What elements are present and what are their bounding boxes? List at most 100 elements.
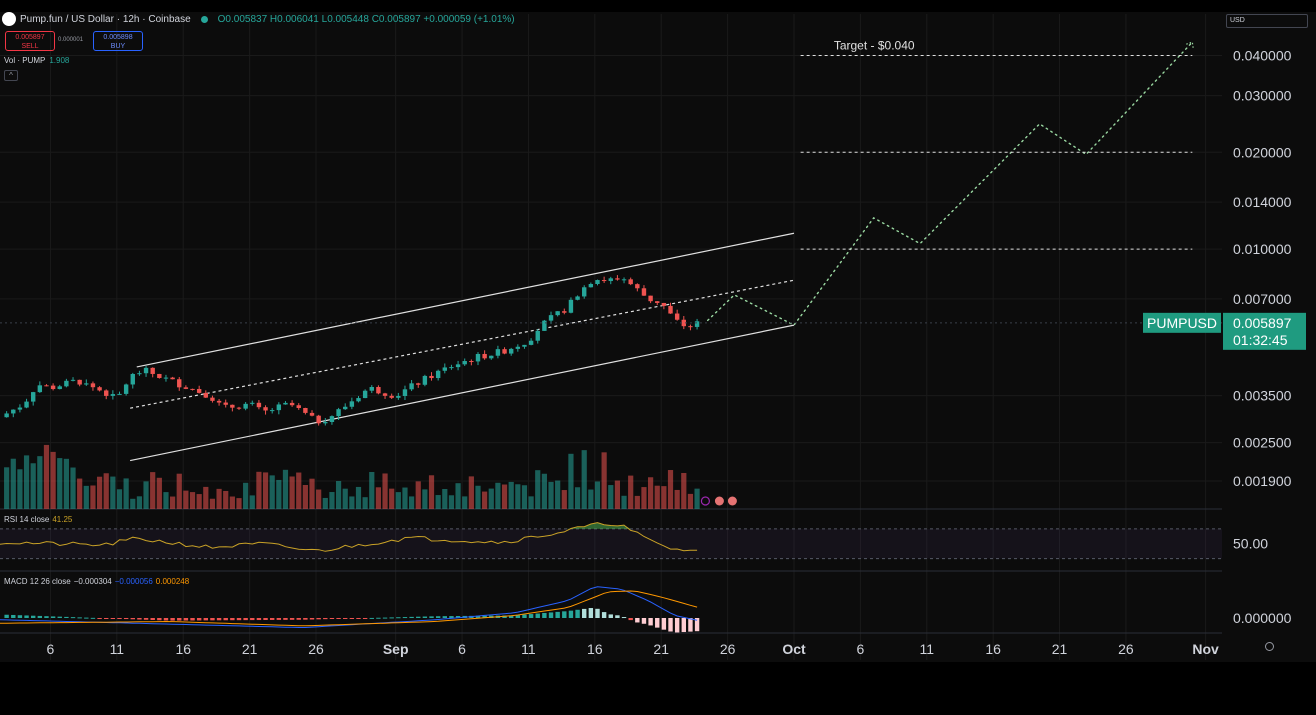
x-tick-label: 11	[521, 641, 536, 657]
candle-body	[635, 284, 640, 289]
x-tick-label: Sep	[383, 641, 409, 657]
candle-body	[621, 279, 627, 281]
candle-body	[223, 402, 228, 405]
sell-label: SELL	[21, 43, 39, 50]
candle-body	[462, 361, 467, 365]
candle-body	[482, 353, 487, 359]
candle-body	[528, 340, 534, 345]
macd-histogram-bar	[528, 614, 534, 618]
x-tick-label: 16	[175, 641, 191, 657]
macd-histogram-bar	[449, 616, 454, 618]
macd-histogram-bar	[177, 618, 182, 621]
candle-body	[694, 321, 700, 327]
macd-histogram-bar	[435, 616, 441, 618]
volume-bar	[63, 458, 69, 509]
candle-body	[130, 373, 135, 385]
macd-histogram-bar	[296, 618, 301, 620]
candle-body	[416, 383, 421, 385]
sell-button[interactable]: 0.005897 SELL	[5, 31, 55, 51]
candle-body	[117, 393, 122, 395]
candle-body	[343, 406, 348, 410]
volume-bar	[156, 477, 162, 509]
candle-body	[502, 349, 507, 354]
x-tick-label: 26	[1118, 641, 1134, 657]
volume-bar	[448, 495, 455, 509]
macd-histogram-bar	[562, 611, 567, 618]
volume-bar	[23, 455, 30, 509]
volume-bar	[694, 488, 700, 509]
volume-bar	[262, 472, 269, 509]
channel-lower-line	[130, 324, 795, 462]
macd-histogram-bar	[615, 615, 620, 618]
macd-histogram-bar	[11, 614, 16, 618]
projection-path	[707, 41, 1193, 326]
symbol-title[interactable]: Pump.fun / US Dollar · 12h · Coinbase	[20, 13, 191, 25]
high-value: H0.006041	[269, 13, 319, 25]
volume-bar	[103, 473, 109, 509]
volume-bar	[555, 480, 561, 509]
rsi-axis-label: 50.00	[1233, 536, 1268, 552]
macd-name: MACD 12 26 close	[4, 577, 71, 586]
currency-select[interactable]: USD	[1226, 14, 1308, 28]
candle-body	[37, 385, 43, 393]
macd-histogram-bar	[203, 618, 209, 621]
candle-body	[535, 330, 540, 341]
volume-bar	[561, 490, 567, 509]
volume-bar	[594, 481, 601, 509]
macd-hist-value: 0.000248	[155, 577, 190, 586]
macd-histogram-bar	[648, 618, 653, 626]
volume-legend[interactable]: Vol · PUMP 1.908	[4, 56, 69, 65]
volume-bar	[183, 490, 189, 509]
macd-histogram-bar	[190, 618, 195, 621]
close-value: C0.005897	[371, 13, 421, 25]
macd-histogram-bar	[343, 618, 348, 619]
candle-body	[143, 367, 149, 374]
macd-histogram-bar	[502, 615, 507, 618]
volume-bar	[96, 476, 103, 509]
volume-bar	[243, 482, 249, 509]
price-tag	[1223, 312, 1306, 350]
candle-body	[396, 395, 401, 398]
volume-bar	[488, 488, 494, 509]
macd-histogram-bar	[661, 618, 667, 630]
candle-body	[409, 383, 414, 390]
candle-body	[196, 389, 202, 393]
volume-bar	[316, 489, 322, 509]
macd-histogram-bar	[104, 618, 109, 619]
volume-bar	[276, 479, 282, 509]
symbol-tag-label: PUMPUSD	[1147, 315, 1217, 331]
candle-body	[655, 301, 660, 303]
macd-legend[interactable]: MACD 12 26 close −0.000304 −0.000056 0.0002…	[4, 577, 189, 586]
volume-bar	[50, 451, 56, 509]
candle-body	[601, 280, 607, 282]
settings-gear-icon[interactable]	[1265, 642, 1274, 651]
buy-button[interactable]: 0.005898 BUY	[93, 31, 143, 51]
volume-bar	[581, 450, 587, 509]
volume-bar	[462, 496, 468, 509]
volume-bar	[541, 473, 547, 509]
rsi-legend[interactable]: RSI 14 close 41.25	[4, 515, 72, 524]
candle-body	[236, 407, 242, 409]
macd-histogram-bar	[137, 618, 142, 620]
candle-body	[422, 375, 428, 385]
macd-value: −0.000304	[73, 577, 112, 586]
volume-bar	[628, 475, 634, 509]
candle-body	[668, 305, 673, 314]
volume-bar	[130, 498, 136, 509]
volume-bar	[674, 489, 680, 509]
candle-body	[688, 326, 693, 328]
candle-body	[11, 409, 16, 414]
macd-histogram-bar	[668, 618, 673, 632]
macd-signal-line	[0, 590, 698, 627]
volume-bar	[515, 484, 521, 509]
candle-body	[177, 379, 182, 388]
macd-histogram-bar	[283, 618, 288, 620]
macd-histogram-bar	[90, 617, 96, 619]
macd-histogram-bar	[50, 616, 56, 618]
macd-histogram-bar	[681, 618, 686, 633]
candle-body	[628, 279, 633, 285]
collapse-legend-button[interactable]: ^	[4, 70, 18, 81]
macd-histogram-bar	[230, 618, 235, 621]
